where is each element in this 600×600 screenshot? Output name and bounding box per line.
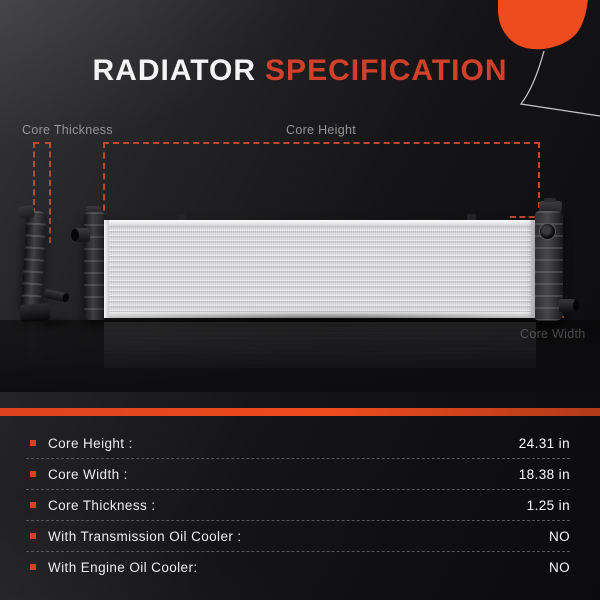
divider-bar [0, 408, 600, 416]
reflection-fade-overlay [0, 320, 600, 392]
bullet-icon [30, 564, 36, 570]
core-thickness-measure-top [33, 142, 51, 144]
spec-row-core-thickness: Core Thickness : 1.25 in [26, 489, 570, 520]
spec-value: NO [548, 528, 570, 544]
spec-label: Core Thickness : [48, 497, 156, 513]
spec-row-core-width: Core Width : 18.38 in [26, 458, 570, 489]
core-thickness-label: Core Thickness [22, 123, 113, 137]
filler-cap [539, 198, 562, 213]
side-outlet-pipe [43, 288, 68, 303]
outlet-pipe [559, 299, 579, 312]
spec-value: 1.25 in [526, 497, 570, 513]
radiator-core [104, 220, 536, 318]
round-port [539, 223, 556, 240]
spec-label: With Transmission Oil Cooler : [48, 528, 242, 544]
core-thickness-measure-right [49, 142, 51, 243]
core-top-rail [104, 220, 536, 226]
core-thickness-measure-left [33, 142, 35, 243]
core-height-label: Core Height [286, 123, 356, 137]
swoosh-line [519, 50, 600, 117]
core-right-side-plate [531, 220, 536, 318]
spec-table: Core Height : 24.31 in Core Width : 18.3… [26, 428, 570, 582]
core-left-side-plate [104, 220, 109, 318]
spec-label: Core Width : [48, 466, 128, 482]
corner-decoration [498, 0, 600, 117]
spec-value: NO [548, 559, 570, 575]
bullet-icon [30, 533, 36, 539]
title-primary: RADIATOR [92, 54, 257, 87]
spec-value: 18.38 in [518, 466, 570, 482]
bullet-icon [30, 471, 36, 477]
spec-row-transmission-oil-cooler: With Transmission Oil Cooler : NO [26, 520, 570, 551]
side-top-tab [17, 204, 35, 220]
bullet-icon [30, 440, 36, 446]
spec-row-core-height: Core Height : 24.31 in [26, 428, 570, 458]
core-height-measure-line [103, 142, 540, 144]
radiator-front-view [71, 198, 579, 322]
mounting-tab [177, 214, 186, 220]
core-height-measure-tick-right [538, 142, 540, 218]
core-height-measure-tick-left [103, 142, 105, 242]
spec-value: 24.31 in [518, 435, 570, 451]
radiator-side-view [16, 204, 74, 328]
left-tank-cap [86, 206, 101, 215]
mounting-tab [467, 214, 476, 220]
inlet-pipe [71, 228, 90, 242]
orange-petal-shape [498, 0, 588, 50]
spec-row-engine-oil-cooler: With Engine Oil Cooler: NO [26, 551, 570, 582]
title-accent: SPECIFICATION [265, 54, 508, 87]
spec-label: With Engine Oil Cooler: [48, 559, 198, 575]
spec-label: Core Height : [48, 435, 133, 451]
bullet-icon [30, 502, 36, 508]
page-title: RADIATOR SPECIFICATION [0, 56, 600, 86]
